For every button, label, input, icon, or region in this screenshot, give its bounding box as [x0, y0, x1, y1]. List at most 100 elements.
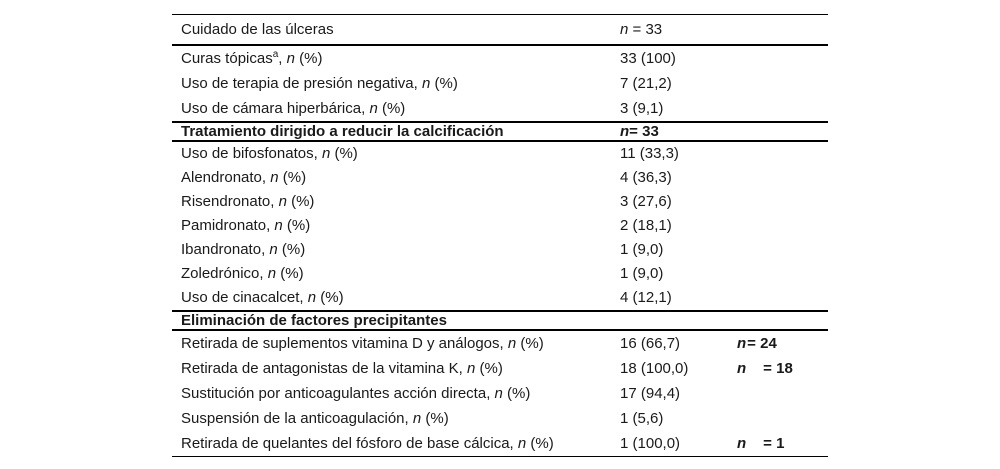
section-note	[737, 310, 828, 331]
row-value: 1 (9,0)	[620, 265, 664, 282]
row-value: 7 (21,2)	[620, 74, 672, 92]
row-note: n = 18	[737, 356, 828, 381]
table-row: Retirada de antagonistas de la vitamina …	[172, 356, 828, 381]
row-note: n = 1	[737, 431, 828, 457]
n-variable: n	[278, 193, 287, 210]
n-variable: n	[620, 21, 629, 38]
row-value: 3 (27,6)	[620, 193, 672, 210]
row-value: 16 (66,7)	[620, 334, 681, 352]
table-row: Sustitución por anticoagulantes acción d…	[172, 381, 828, 406]
section-note	[737, 121, 828, 142]
table-row: Curas tópicasa, n (%) 33 (100)	[172, 45, 828, 71]
row-label: Retirada de antagonistas de la vitamina …	[181, 359, 503, 377]
n-variable: n	[620, 123, 630, 140]
row-value: 4 (36,3)	[620, 169, 672, 186]
n-variable: n	[467, 359, 476, 377]
subgroup-n-note: n= 24	[737, 335, 777, 352]
table-row: Uso de terapia de presión negativa, n (%…	[172, 71, 828, 96]
section-n-value: n = 33	[620, 14, 737, 46]
row-label: Uso de cinacalcet, n (%)	[181, 289, 344, 306]
row-note	[737, 71, 828, 96]
n-variable: n	[737, 334, 747, 352]
section-note	[737, 14, 828, 46]
table-row: Zoledrónico, n (%) 1 (9,0)	[172, 262, 828, 286]
row-note	[737, 238, 828, 262]
row-note	[737, 190, 828, 214]
subgroup-n-note: n = 18	[737, 360, 793, 377]
row-value: 1 (100,0)	[620, 431, 737, 457]
row-value: 18 (100,0)	[620, 359, 689, 377]
table-row: Uso de cinacalcet, n (%) 4 (12,1)	[172, 286, 828, 311]
clinical-treatments-table: Cuidado de las úlceras n = 33 Curas tópica…	[172, 14, 828, 457]
n-variable: n	[274, 217, 283, 234]
section-n-value: n= 33	[620, 121, 737, 142]
table-row: Retirada de suplementos vitamina D y aná…	[172, 330, 828, 356]
row-note: n= 24	[737, 330, 828, 356]
row-note	[737, 214, 828, 238]
n-variable: n	[267, 265, 277, 282]
n-variable: n	[286, 49, 295, 67]
row-note	[737, 45, 828, 71]
n-equals-value: = 24	[747, 334, 777, 352]
section-header-row: Eliminación de factores precipitantes	[172, 310, 828, 331]
n-variable: n	[412, 409, 422, 427]
row-value: 3 (9,1)	[620, 99, 664, 117]
n-variable: n	[422, 74, 431, 92]
table-row: Pamidronato, n (%) 2 (18,1)	[172, 214, 828, 238]
row-note	[737, 406, 828, 431]
row-value: 2 (18,1)	[620, 217, 672, 234]
table-row: Uso de cámara hiperbárica, n (%) 3 (9,1)	[172, 96, 828, 122]
row-note	[737, 286, 828, 311]
row-value: 17 (94,4)	[620, 384, 681, 402]
row-note	[737, 141, 828, 166]
row-note	[737, 262, 828, 286]
row-label: Sustitución por anticoagulantes acción d…	[181, 384, 531, 402]
table-row: Alendronato, n (%) 4 (36,3)	[172, 166, 828, 190]
row-note	[737, 381, 828, 406]
n-equals-value: = 1	[763, 434, 785, 452]
table-body: Cuidado de las úlceras n = 33 Curas tópica…	[172, 14, 828, 457]
row-label: Uso de cámara hiperbárica, n (%)	[181, 99, 406, 117]
row-value: 1 (5,6)	[620, 409, 664, 427]
row-label: Suspensión de la anticoagulación, n (%)	[181, 409, 449, 427]
section-header-row: Tratamiento dirigido a reducir la calcif…	[172, 121, 828, 142]
n-variable: n	[369, 99, 378, 117]
table-row: Retirada de quelantes del fósforo de bas…	[172, 431, 828, 457]
n-variable: n	[307, 289, 317, 306]
row-label: Retirada de quelantes del fósforo de bas…	[172, 431, 620, 457]
row-label: Retirada de suplementos vitamina D y aná…	[181, 334, 544, 352]
n-variable: n	[737, 359, 747, 377]
row-label: Ibandronato, n (%)	[181, 241, 306, 258]
section-header-row: Cuidado de las úlceras n = 33	[172, 14, 828, 46]
footnote-marker: a	[272, 48, 279, 60]
n-variable: n	[737, 434, 747, 452]
table-row: Ibandronato, n (%) 1 (9,0)	[172, 238, 828, 262]
row-note	[737, 96, 828, 122]
row-value: 11 (33,3)	[620, 145, 679, 162]
n-variable: n	[494, 384, 503, 402]
n-variable: n	[507, 334, 517, 352]
n-variable: n	[269, 241, 278, 258]
n-variable: n	[517, 434, 527, 452]
n-variable: n	[270, 169, 279, 186]
table-row: Suspensión de la anticoagulación, n (%) 1…	[172, 406, 828, 431]
section-title: Cuidado de las úlceras	[172, 14, 620, 46]
row-value: 4 (12,1)	[620, 289, 672, 306]
subgroup-n-note: n = 1	[737, 435, 784, 452]
table-row: Risendronato, n (%) 3 (27,6)	[172, 190, 828, 214]
row-label: Pamidronato, n (%)	[181, 217, 311, 234]
table-row: Uso de bifosfonatos, n (%) 11 (33,3)	[172, 141, 828, 166]
section-title: Eliminación de factores precipitantes	[172, 310, 620, 331]
row-label: Uso de bifosfonatos, n (%)	[181, 145, 358, 162]
row-label: Alendronato, n (%)	[181, 169, 307, 186]
section-n-value	[620, 310, 737, 331]
row-label: Zoledrónico, n (%)	[181, 265, 304, 282]
row-note	[737, 166, 828, 190]
section-title: Tratamiento dirigido a reducir la calcif…	[172, 121, 620, 142]
row-value: 1 (9,0)	[620, 241, 664, 258]
row-label: Curas tópicasa, n (%)	[181, 48, 323, 67]
row-value: 33 (100)	[620, 49, 676, 67]
n-equals-value: = 18	[763, 359, 793, 377]
row-label: Risendronato, n (%)	[181, 193, 315, 210]
